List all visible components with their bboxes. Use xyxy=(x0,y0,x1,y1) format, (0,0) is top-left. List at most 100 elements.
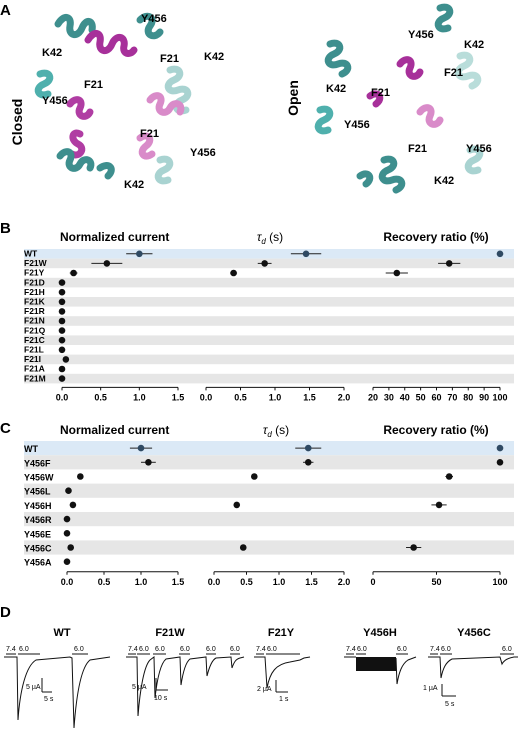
x-tick-label: 0.0 xyxy=(208,577,221,587)
x-tick-label: 2.0 xyxy=(338,392,351,402)
row-label: F21R xyxy=(24,306,45,316)
data-point xyxy=(496,250,504,258)
trace-title: Y456C xyxy=(457,627,491,639)
ph-label: 6.0 xyxy=(180,646,190,653)
row-shade xyxy=(24,335,514,345)
current-trace xyxy=(4,656,111,729)
trace-y456h: Y456H 7.4 6.0 6.0 xyxy=(344,627,417,685)
ph-label: 7.4 xyxy=(6,646,16,653)
ph-label: 6.0 xyxy=(155,646,165,653)
closed-helix-lightblue-bottom xyxy=(154,155,174,185)
row-label: Y456H xyxy=(24,501,52,511)
data-point xyxy=(496,459,504,466)
x-tick-label: 80 xyxy=(463,392,473,402)
x-tick-label: 20 xyxy=(368,392,378,402)
data-point xyxy=(58,375,66,382)
data-point xyxy=(136,250,143,258)
open-residue-f21-top: F21 xyxy=(444,67,463,79)
closed-residue-f21-right: F21 xyxy=(140,128,159,140)
x-tick-label: 0.5 xyxy=(94,392,107,402)
row-shade xyxy=(24,512,514,527)
panel-b-label: B xyxy=(0,220,11,237)
data-point xyxy=(103,260,111,267)
x-tick-label: 1.5 xyxy=(172,577,185,587)
trace-y456c: Y456C 7.4 6.0 6.0 1 µA 5 s xyxy=(423,627,518,708)
closed-residue-labels: K42 Y456 F21 K42 F21 Y456 F21 Y456 K42 xyxy=(42,13,224,191)
row-shade xyxy=(24,354,514,365)
row-label: F21Y xyxy=(24,268,45,278)
panel-b-charts: Normalized current 0.0 0.5 1.0 1.5 τd (s) 0.0 0… xyxy=(56,230,508,402)
x-tick-label: 60 xyxy=(431,392,441,402)
open-residue-y456-top: Y456 xyxy=(408,29,434,41)
ph-label: 6.0 xyxy=(357,646,367,653)
open-helix-magenta-center xyxy=(366,56,424,108)
panel-c: C WT Y456F Y456W Y456L Y456H Y456R Y456E Y456C Y… xyxy=(0,420,514,587)
ph-label: 7.4 xyxy=(128,646,138,653)
data-point xyxy=(302,250,310,258)
ph-label: 6.0 xyxy=(230,646,240,653)
closed-helix-teal-left xyxy=(34,69,54,99)
ph-label: 7.4 xyxy=(256,646,266,653)
x-tick-label: 1.0 xyxy=(269,392,282,402)
open-residue-f21-left: F21 xyxy=(371,87,390,99)
data-point xyxy=(58,365,66,373)
scale-x: 5 s xyxy=(44,696,54,703)
row-label: F21C xyxy=(24,335,45,345)
data-point xyxy=(58,346,66,354)
data-point xyxy=(58,298,66,306)
open-helix-teal-left xyxy=(314,105,334,135)
row-label: Y456F xyxy=(24,458,51,468)
open-helix-teal-top xyxy=(324,3,454,78)
row-label: F21D xyxy=(24,277,45,287)
data-point xyxy=(58,279,66,286)
row-shade xyxy=(24,455,514,470)
ph-label: 7.4 xyxy=(346,646,356,653)
data-point xyxy=(63,558,71,565)
row-shade xyxy=(24,277,514,288)
chart-title: Normalized current xyxy=(60,230,169,244)
x-tick-label: 0.5 xyxy=(234,392,247,402)
closed-helix-magenta-left xyxy=(66,96,94,159)
scale-y: 5 µA xyxy=(132,684,147,691)
x-tick-label: 50 xyxy=(416,392,426,402)
current-trace xyxy=(126,656,245,717)
x-tick-label: 70 xyxy=(447,392,457,402)
trace-title: F21Y xyxy=(268,627,295,639)
x-tick-label: 1.0 xyxy=(135,577,148,587)
data-point xyxy=(445,260,453,267)
open-residue-k42-top: K42 xyxy=(464,39,484,51)
data-point xyxy=(62,356,70,363)
closed-helix-teal-bottom xyxy=(56,148,115,180)
current-trace-band xyxy=(356,657,396,671)
x-tick-label: 100 xyxy=(492,577,507,587)
scale-y: 2 µA xyxy=(257,686,272,693)
row-label: F21K xyxy=(24,296,46,306)
scale-bar xyxy=(155,678,168,691)
chart-title: τd (s) xyxy=(257,230,283,246)
scale-x: 1 s xyxy=(279,696,289,703)
chart-title: Normalized current xyxy=(60,423,169,437)
data-point xyxy=(67,544,74,551)
panel-a-label: A xyxy=(0,2,11,19)
ph-label: 6.0 xyxy=(139,646,149,653)
data-point xyxy=(58,288,66,296)
row-shade xyxy=(24,540,514,555)
x-tick-label: 1.0 xyxy=(273,577,286,587)
x-tick-label: 2.0 xyxy=(338,577,351,587)
row-label: Y456L xyxy=(24,487,51,497)
row-highlight xyxy=(24,441,514,456)
x-tick-label: 50 xyxy=(431,577,441,587)
data-point xyxy=(496,444,504,452)
data-point xyxy=(58,336,66,344)
data-point xyxy=(58,317,66,325)
closed-residue-k42-right: K42 xyxy=(204,51,224,63)
row-label: WT xyxy=(24,444,38,454)
current-trace xyxy=(254,656,311,689)
ph-label: 6.0 xyxy=(74,646,84,653)
chart-title: Recovery ratio (%) xyxy=(383,230,488,244)
closed-residue-k42-bottom: K42 xyxy=(124,179,144,191)
data-point xyxy=(63,530,71,537)
data-point xyxy=(65,487,72,495)
data-point xyxy=(261,260,268,267)
row-shade xyxy=(24,373,514,384)
